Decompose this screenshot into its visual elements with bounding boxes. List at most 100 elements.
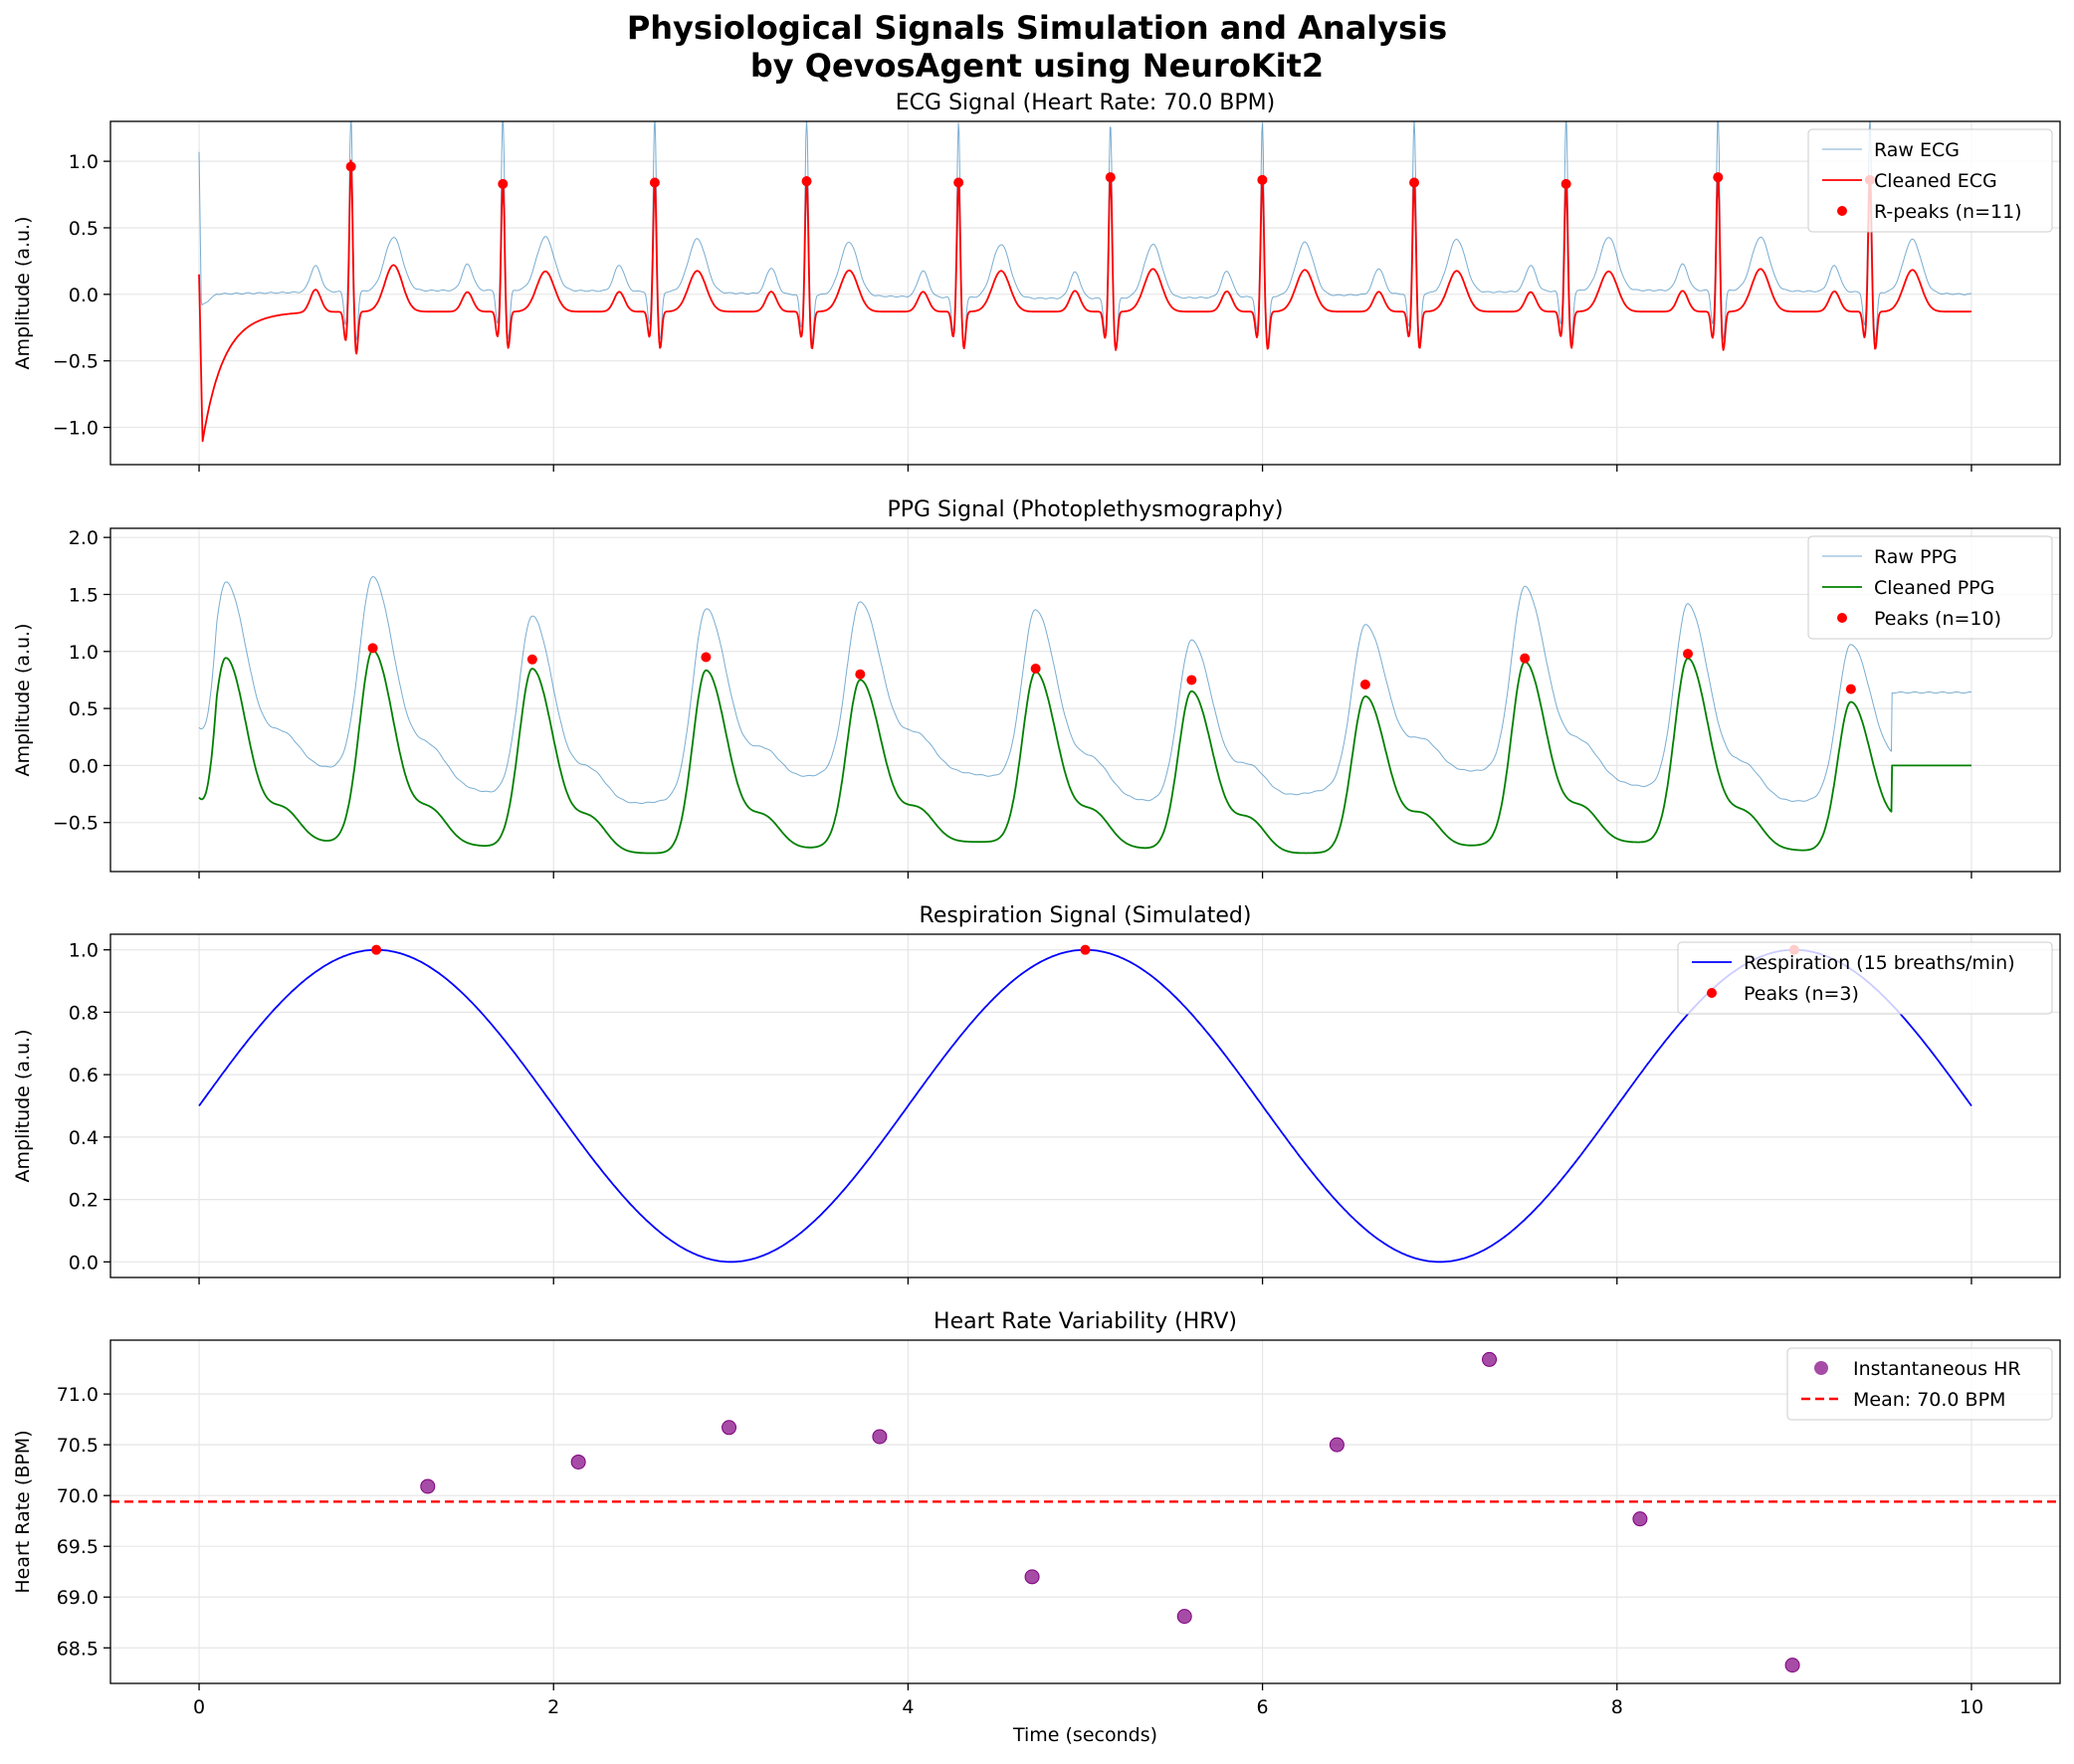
y-tick-label: −0.5: [53, 351, 99, 373]
hr-point: [1482, 1351, 1498, 1367]
y-tick-label: 0.6: [69, 1065, 99, 1086]
x-tick-label: 6: [1257, 1696, 1269, 1718]
legend-label: Cleaned PPG: [1874, 577, 1994, 599]
hr-point: [1176, 1609, 1192, 1625]
legend-label: Mean: 70.0 BPM: [1853, 1389, 2005, 1411]
axes-frame: [109, 933, 2061, 1278]
legend-box: [1677, 941, 2053, 1015]
y-axis-label: Amplitude (a.u.): [12, 1030, 34, 1183]
axes-frame: [109, 120, 2061, 466]
hr-point: [872, 1429, 888, 1445]
legend-marker: [1837, 613, 1847, 623]
legend: Raw PPG Cleaned PPG Peaks (n=10): [1807, 535, 2053, 640]
y-tick-label: 0.2: [69, 1190, 99, 1212]
peak-point: [371, 944, 382, 955]
peak-point: [953, 177, 964, 188]
peak-point: [1030, 663, 1041, 674]
hr-point: [722, 1420, 737, 1436]
peak-point: [701, 652, 712, 663]
peak-point: [1713, 172, 1724, 183]
y-tick-label: 69.0: [57, 1587, 99, 1609]
hr-point: [1784, 1658, 1800, 1673]
legend: Instantaneous HR Mean: 70.0 BPM: [1786, 1347, 2053, 1421]
peak-point: [345, 161, 356, 172]
x-axis-label: Time (seconds): [1012, 1724, 1157, 1746]
x-tick-label: 0: [193, 1696, 205, 1718]
plot-area: [110, 1351, 2060, 1673]
legend-marker: [1837, 206, 1847, 216]
subplot-title: ECG Signal (Heart Rate: 70.0 BPM): [896, 91, 1275, 115]
subplot-2: PPG Signal (Photoplethysmography) Amplitu…: [12, 497, 2061, 879]
y-axis-label: Amplitude (a.u.): [12, 217, 34, 370]
axes-frame: [109, 527, 2061, 873]
plot-area: [198, 121, 1972, 443]
legend-label: Peaks (n=3): [1744, 983, 1859, 1005]
peak-point: [1845, 684, 1856, 694]
hr-point: [570, 1454, 586, 1470]
y-axis-label: Amplitude (a.u.): [12, 624, 34, 777]
y-tick-label: 0.5: [69, 218, 99, 240]
x-tick-label: 8: [1611, 1696, 1623, 1718]
y-tick-label: 70.0: [57, 1485, 99, 1507]
legend-marker: [1707, 988, 1717, 998]
y-tick-label: 1.5: [69, 584, 99, 606]
hr-point: [1024, 1569, 1040, 1585]
peak-point: [367, 643, 378, 654]
peak-point: [1080, 944, 1091, 955]
peak-point: [498, 178, 509, 189]
plot-area: [198, 576, 1972, 855]
subplot-title: Respiration Signal (Simulated): [920, 903, 1252, 928]
y-tick-label: 1.0: [69, 642, 99, 664]
legend-label: Raw ECG: [1874, 139, 1960, 161]
subplot-1: ECG Signal (Heart Rate: 70.0 BPM) Amplitu…: [12, 91, 2061, 472]
peak-point: [855, 669, 866, 680]
series-cleaned-line: [198, 159, 1972, 443]
y-tick-label: 0.0: [69, 285, 99, 306]
x-tick-label: 4: [902, 1696, 914, 1718]
y-tick-label: −1.0: [53, 418, 99, 440]
peak-point: [1359, 680, 1370, 690]
peak-point: [526, 654, 537, 665]
figure-title-line1: Physiological Signals Simulation and Ana…: [626, 9, 1448, 47]
peak-point: [1683, 649, 1694, 660]
series-cleaned-line: [198, 649, 1972, 855]
subplot-title: Heart Rate Variability (HRV): [933, 1309, 1237, 1334]
legend-marker: [1814, 1361, 1828, 1375]
y-tick-label: 0.8: [69, 1002, 99, 1024]
legend-label: Raw PPG: [1874, 546, 1958, 568]
y-axis-label: Heart Rate (BPM): [12, 1430, 34, 1593]
peak-point: [1257, 174, 1268, 185]
y-tick-label: 0.0: [69, 755, 99, 777]
legend-box: [1807, 535, 2053, 640]
legend-label: Instantaneous HR: [1853, 1358, 2021, 1380]
hr-point: [420, 1478, 436, 1494]
figure-title-line2: by QevosAgent using NeuroKit2: [749, 47, 1325, 85]
legend-label: Peaks (n=10): [1874, 608, 2001, 630]
axes-frame: [109, 1339, 2061, 1684]
y-tick-label: 69.5: [57, 1536, 99, 1558]
legend: Respiration (15 breaths/min) Peaks (n=3): [1677, 941, 2053, 1015]
y-tick-label: 0.0: [69, 1252, 99, 1274]
peak-point: [1520, 653, 1531, 664]
subplot-3: Respiration Signal (Simulated) Amplitude …: [12, 903, 2061, 1284]
subplot-4: Heart Rate Variability (HRV) Heart Rate (…: [12, 1309, 2061, 1746]
x-tick-label: 10: [1960, 1696, 1983, 1718]
y-tick-label: 2.0: [69, 527, 99, 549]
y-tick-label: 1.0: [69, 151, 99, 173]
peak-point: [1186, 675, 1197, 686]
peak-point: [649, 177, 660, 188]
legend-label: Respiration (15 breaths/min): [1744, 952, 2015, 974]
peak-point: [1560, 178, 1571, 189]
legend-box: [1786, 1347, 2053, 1421]
legend: Raw ECG Cleaned ECG R-peaks (n=11): [1807, 128, 2053, 233]
x-tick-label: 2: [547, 1696, 559, 1718]
peak-point: [801, 176, 812, 187]
y-tick-label: 0.4: [69, 1127, 99, 1149]
series-raw-line: [198, 576, 1971, 804]
hr-point: [1329, 1437, 1345, 1453]
legend-label: R-peaks (n=11): [1874, 201, 2022, 223]
legend-label: Cleaned ECG: [1874, 170, 1997, 192]
y-tick-label: 70.5: [57, 1435, 99, 1457]
